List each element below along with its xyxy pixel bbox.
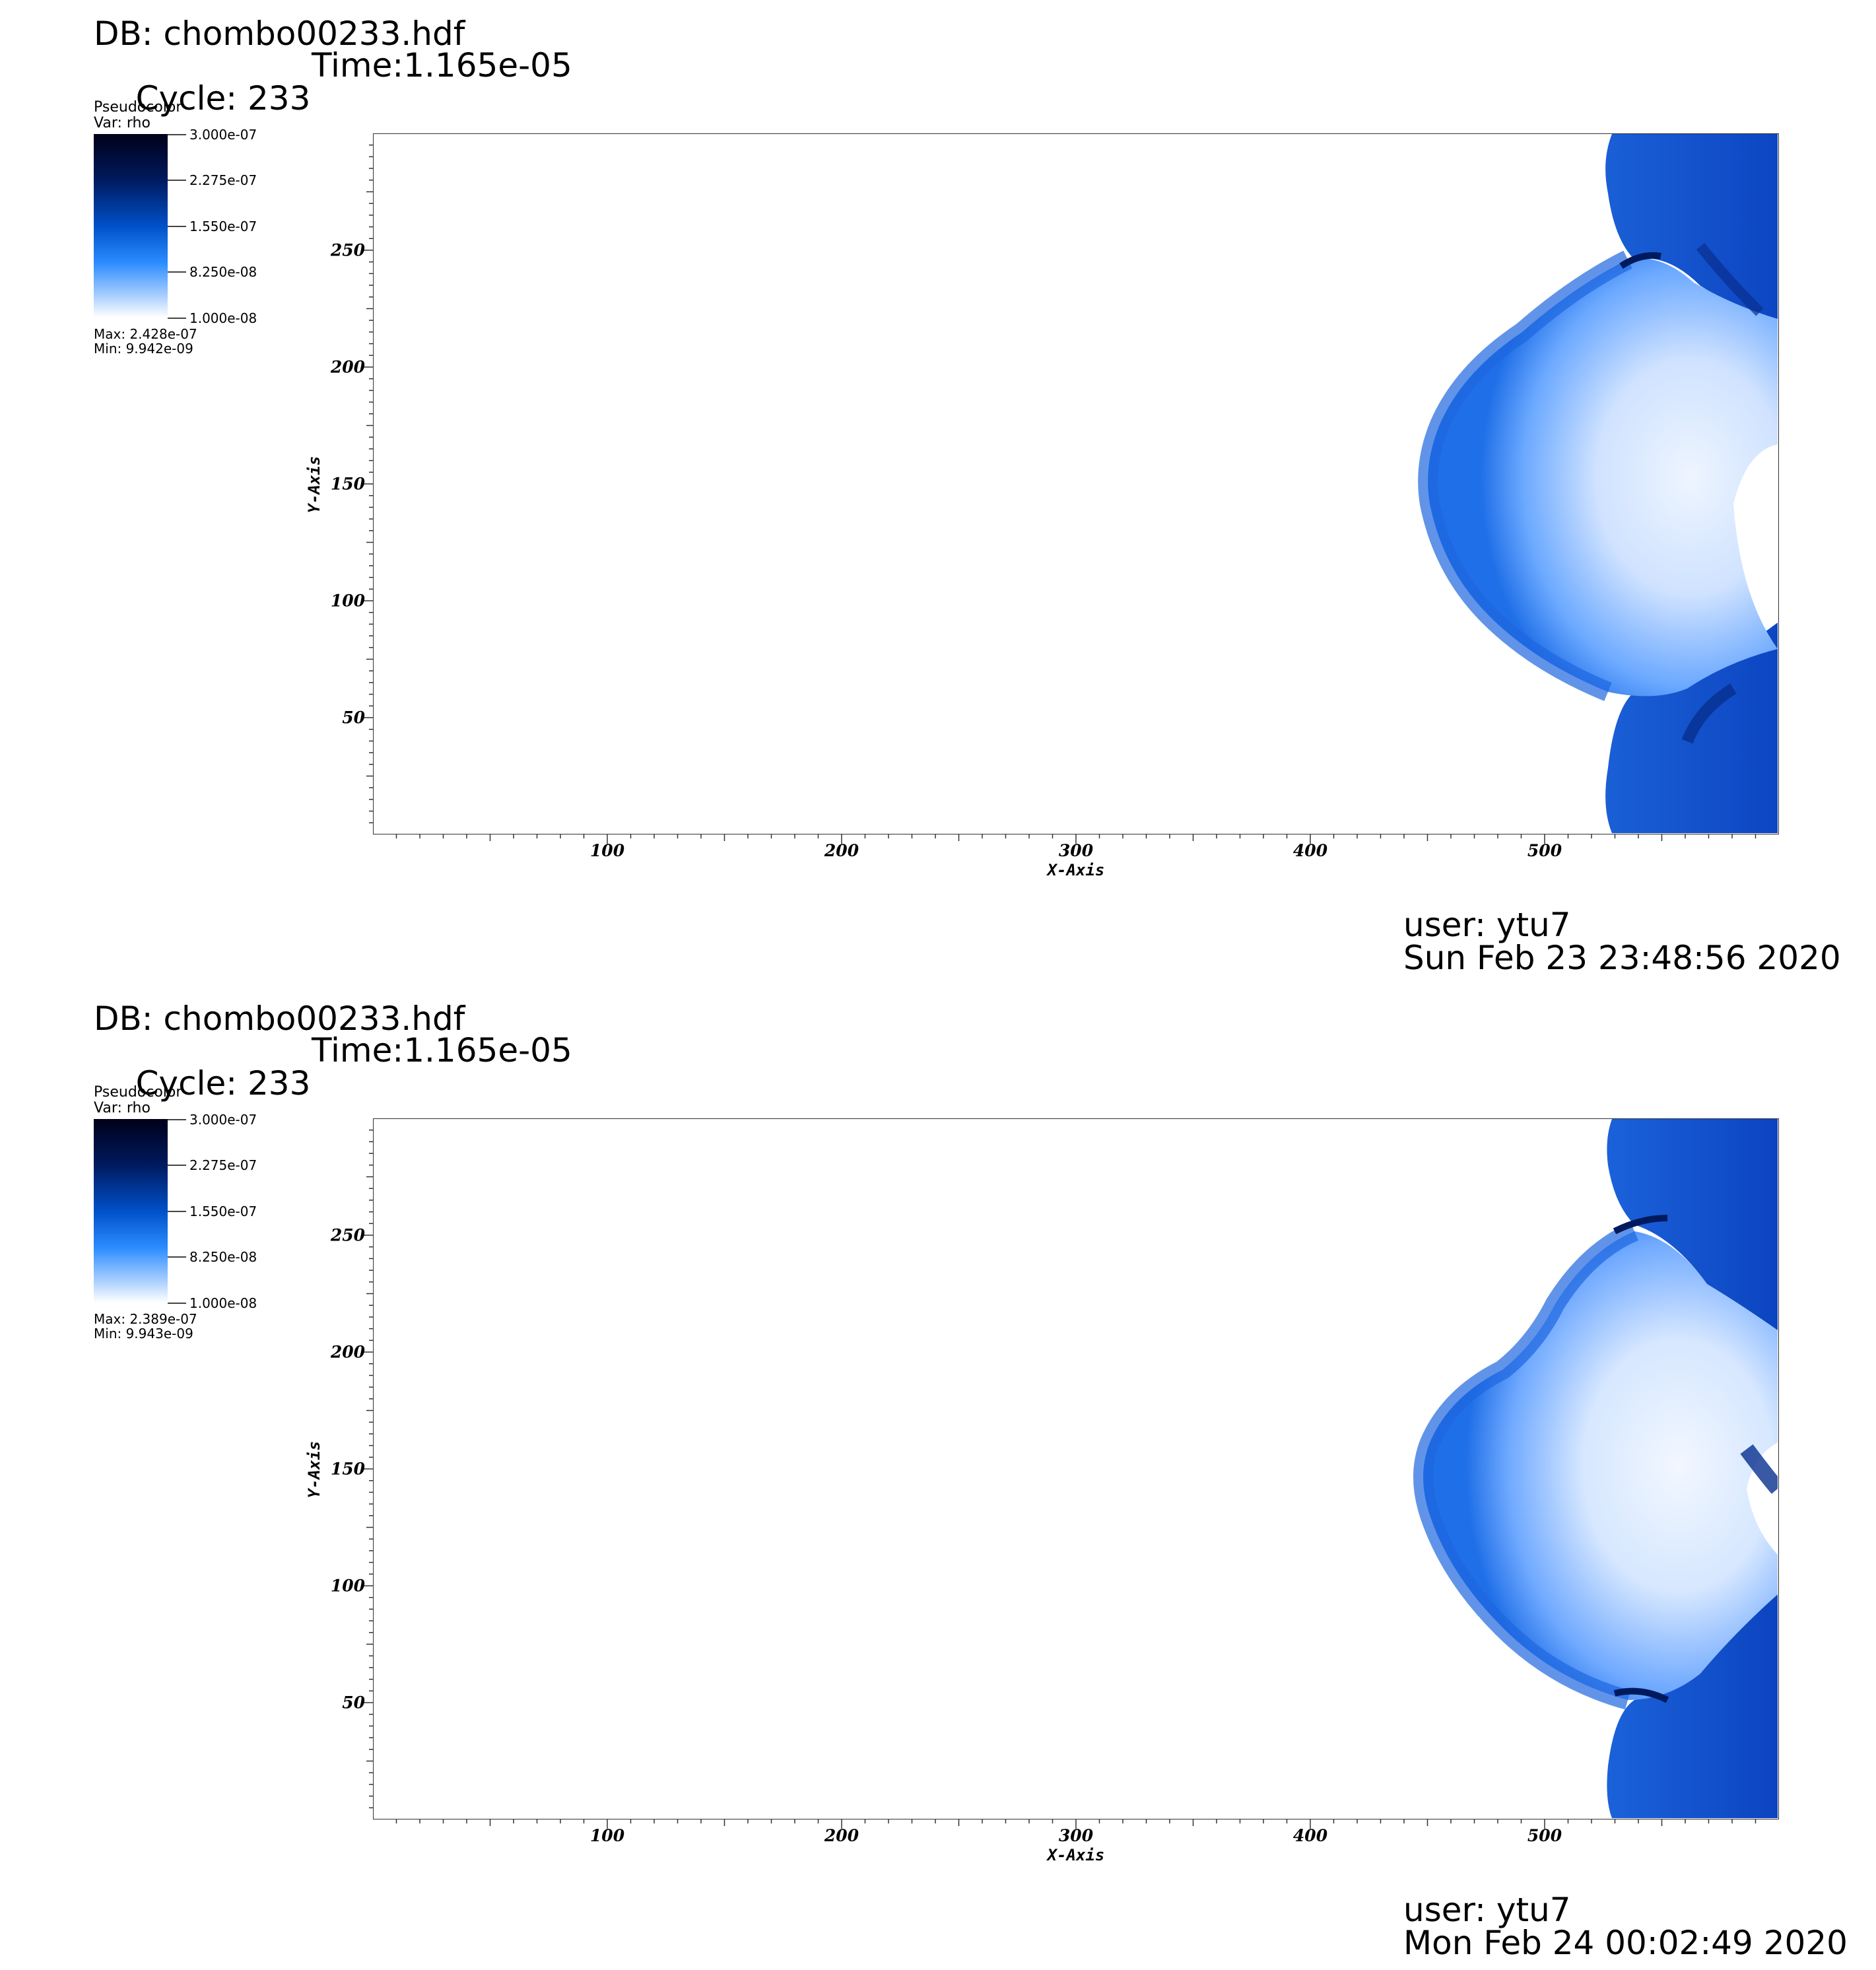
- x-tick-label: 100: [589, 1826, 625, 1845]
- cycle-time-line: Cycle: 233 Time:1.165e-05: [94, 49, 572, 181]
- db-title: DB: chombo00233.hdf: [94, 1000, 465, 1038]
- colorbar-tick-label: 1.000e-08: [189, 310, 257, 326]
- x-tick-label: 400: [1292, 841, 1328, 860]
- legend-min: Min: 9.943e-09: [94, 1326, 193, 1342]
- colorbar-tick: [168, 134, 186, 135]
- colorbar-tick-label: 8.250e-08: [189, 264, 257, 280]
- db-title: DB: chombo00233.hdf: [94, 15, 465, 53]
- colorbar-tick: [168, 1211, 186, 1212]
- colorbar-tick-label: 8.250e-08: [189, 1249, 257, 1265]
- colorbar-tick: [168, 1165, 186, 1166]
- axes-overlay-2: [364, 1129, 1757, 1829]
- colorbar-tick: [168, 226, 186, 227]
- x-tick-label: 200: [824, 841, 859, 860]
- colorbar-tick-label: 2.275e-07: [189, 172, 257, 188]
- colorbar-tick: [168, 1256, 186, 1258]
- user-label: user: ytu7: [1403, 1891, 1571, 1929]
- colorbar: [94, 134, 168, 318]
- x-axis-label: X-Axis: [1047, 1846, 1105, 1864]
- dark-filament: [1613, 1687, 1669, 1703]
- colorbar-tick: [168, 180, 186, 181]
- legend-title: Pseudocolor: [94, 99, 182, 116]
- date-label: Sun Feb 23 23:48:56 2020: [1403, 939, 1841, 977]
- plot-panel-2: DB: chombo00233.hdf Cycle: 233 Time:1.16…: [0, 985, 1876, 1970]
- bow-shock-region: [1428, 258, 1778, 696]
- y-axis-label: Y-Axis: [305, 456, 323, 514]
- colorbar-tick-label: 2.275e-07: [189, 1157, 257, 1173]
- axis-ticks: [364, 1129, 1757, 1829]
- dark-filament: [1740, 1444, 1778, 1494]
- upper-dense-region: [1607, 1119, 1778, 1330]
- cycle-time-line: Cycle: 233 Time:1.165e-05: [94, 1034, 572, 1166]
- shock-edge: [1413, 1222, 1639, 1710]
- colorbar-tick: [168, 1119, 186, 1120]
- density-field: [1418, 134, 1778, 833]
- x-tick-label: 400: [1292, 1826, 1328, 1845]
- y-tick-label: 250: [330, 1225, 365, 1245]
- y-tick-label: 50: [342, 708, 365, 728]
- x-axis-label: X-Axis: [1047, 861, 1105, 879]
- plot-area: [373, 1118, 1779, 1819]
- y-tick-label: 150: [330, 474, 365, 494]
- axes-overlay-1: [364, 144, 1757, 844]
- legend-min: Min: 9.942e-09: [94, 341, 193, 357]
- y-tick-label: 100: [330, 591, 365, 611]
- x-tick-label: 300: [1058, 841, 1094, 860]
- x-tick-label: 100: [589, 841, 625, 860]
- colorbar: [94, 1119, 168, 1303]
- x-tick-label: 500: [1527, 1826, 1562, 1845]
- legend-max: Max: 2.389e-07: [94, 1311, 197, 1327]
- colorbar-tick-label: 3.000e-07: [189, 127, 257, 143]
- legend-var: Var: rho: [94, 115, 151, 131]
- legend-max: Max: 2.428e-07: [94, 326, 197, 342]
- plot-panel-1: DB: chombo00233.hdf Cycle: 233 Time:1.16…: [94, 15, 1841, 977]
- legend-var: Var: rho: [94, 1100, 151, 1116]
- colorbar-tick: [168, 318, 186, 319]
- time-label: Time:1.165e-05: [312, 46, 572, 85]
- y-tick-label: 200: [330, 1342, 365, 1362]
- lower-dense-region: [1607, 1594, 1778, 1818]
- y-tick-label: 200: [330, 357, 365, 377]
- shock-edge: [1418, 250, 1632, 701]
- y-tick-label: 50: [342, 1693, 365, 1713]
- cycle-label: Cycle: 233: [135, 1064, 311, 1103]
- plot-area: [373, 133, 1779, 834]
- dark-filament: [1619, 252, 1661, 269]
- colorbar-tick-label: 1.000e-08: [189, 1295, 257, 1311]
- colorbar-tick: [168, 271, 186, 273]
- user-label: user: ytu7: [1403, 906, 1571, 944]
- time-label: Time:1.165e-05: [312, 1031, 572, 1070]
- y-tick-label: 150: [330, 1459, 365, 1479]
- legend-title: Pseudocolor: [94, 1084, 182, 1101]
- dark-filament: [1696, 243, 1764, 316]
- y-tick-label: 100: [330, 1576, 365, 1596]
- y-axis-label: Y-Axis: [305, 1441, 323, 1499]
- colorbar-tick-label: 3.000e-07: [189, 1112, 257, 1128]
- cycle-label: Cycle: 233: [135, 79, 311, 118]
- colorbar-tick-label: 1.550e-07: [189, 1204, 257, 1219]
- dark-filament: [1681, 683, 1737, 744]
- y-tick-label: 250: [330, 240, 365, 260]
- x-tick-label: 500: [1527, 841, 1562, 860]
- x-tick-label: 200: [824, 1826, 859, 1845]
- colorbar-tick-label: 1.550e-07: [189, 219, 257, 234]
- x-tick-label: 300: [1058, 1826, 1094, 1845]
- colorbar-tick: [168, 1303, 186, 1304]
- bow-shock-region: [1423, 1231, 1778, 1700]
- date-label: Mon Feb 24 00:02:49 2020: [1403, 1924, 1848, 1962]
- density-field: [1413, 1119, 1778, 1818]
- dark-filament: [1613, 1215, 1668, 1235]
- axis-ticks: [364, 144, 1757, 844]
